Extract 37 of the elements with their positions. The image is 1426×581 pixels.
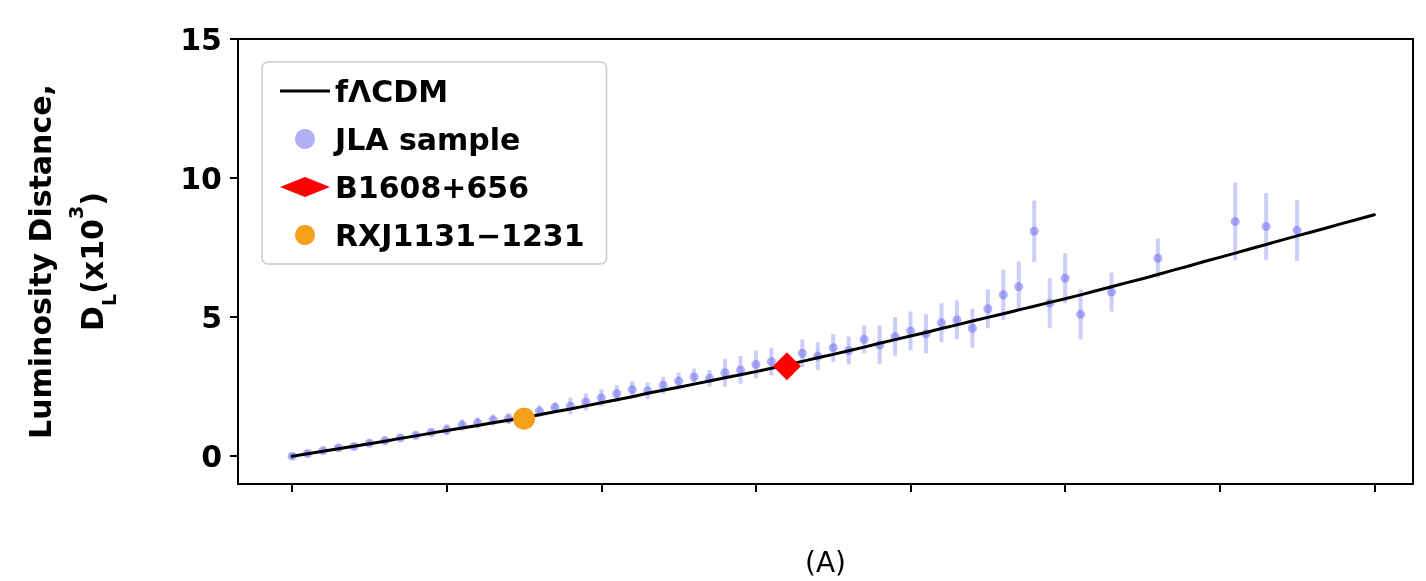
point [674,376,684,386]
point [1029,226,1039,236]
point [797,348,807,358]
legend-label: RXJ1131−1231 [335,217,585,253]
legend-label: JLA sample [333,121,521,157]
point [828,343,838,353]
point [1076,309,1086,319]
point [735,365,745,375]
point [1060,273,1070,283]
legend-label: fΛCDM [335,73,449,109]
legend-label: B1608+656 [335,169,530,205]
point [859,334,869,344]
point [751,359,761,369]
point [1153,253,1163,263]
y-tick-label: 0 [201,438,222,474]
point [1261,221,1271,231]
y-tick-label: 10 [180,160,222,196]
point [513,407,536,430]
point [766,357,776,367]
y-tick-label: 5 [201,299,222,335]
x-axis-title: (A) [804,545,847,579]
point [772,352,801,381]
point [936,318,946,328]
point [998,290,1008,300]
point [967,323,977,333]
point [1230,216,1240,226]
point [1014,282,1024,292]
point [658,380,668,390]
point [627,384,637,394]
y-tick-label: 15 [180,21,222,57]
point [1292,225,1302,235]
point [983,304,993,314]
point [612,389,622,399]
point [689,372,699,382]
point [952,315,962,325]
point [1107,287,1117,297]
point [596,393,606,403]
